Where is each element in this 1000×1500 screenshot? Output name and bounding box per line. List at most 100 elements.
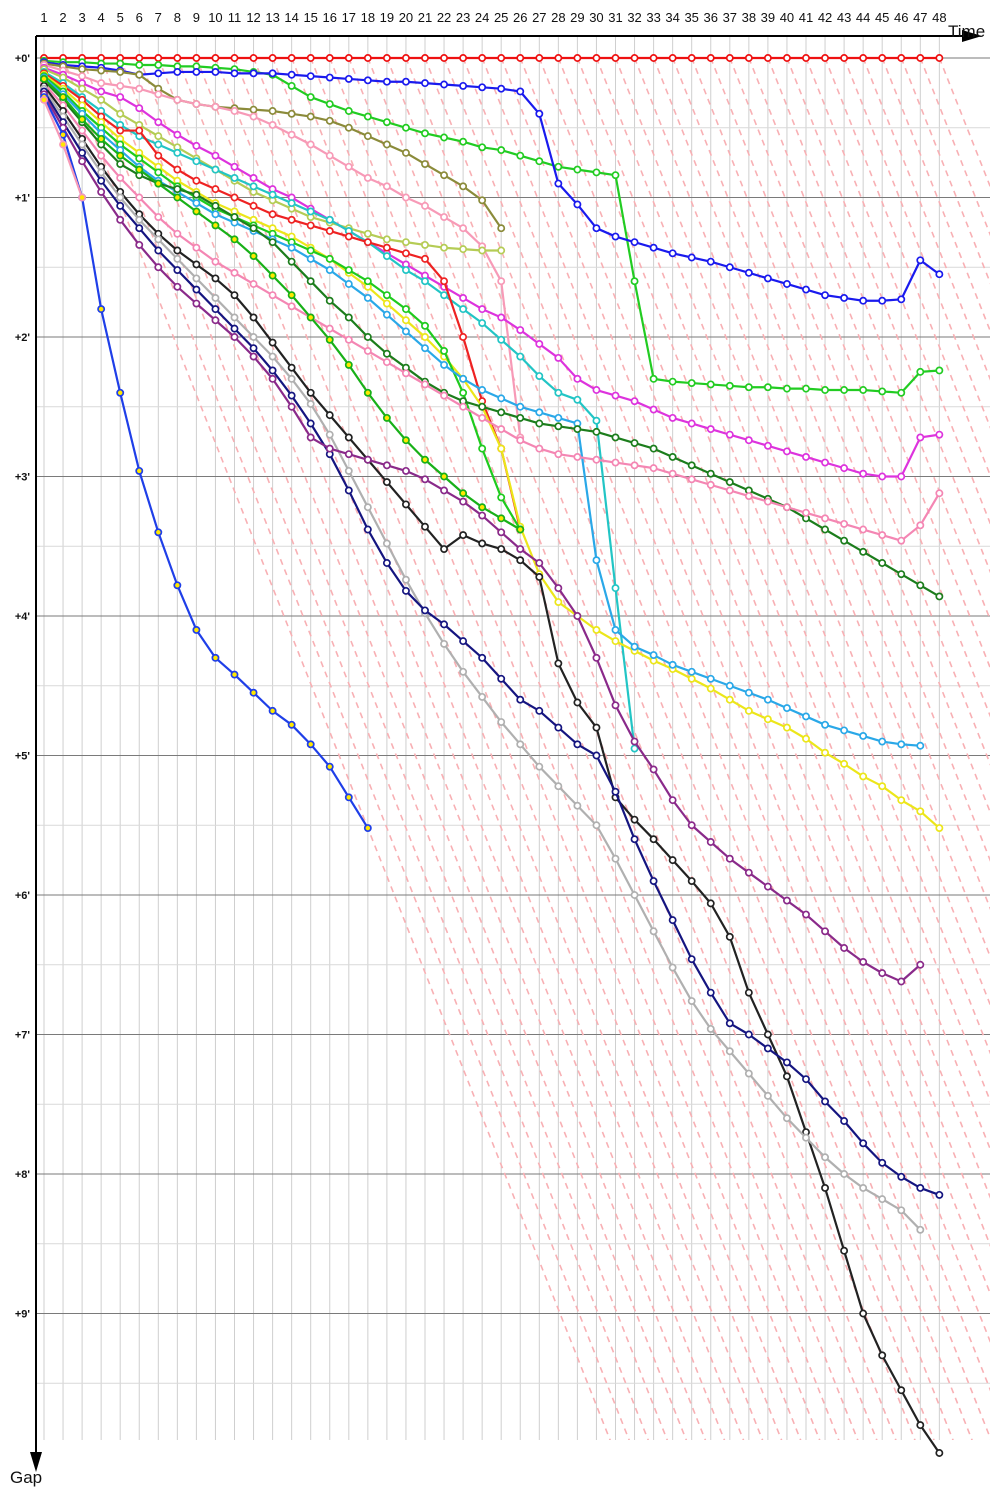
series-marker[interactable] <box>173 254 182 263</box>
series-marker[interactable] <box>192 299 201 308</box>
series-marker[interactable] <box>268 69 277 78</box>
series-marker[interactable] <box>668 660 677 669</box>
series-marker[interactable] <box>459 305 468 314</box>
series-marker[interactable] <box>268 374 277 383</box>
series-marker[interactable] <box>916 54 925 62</box>
series-marker[interactable] <box>497 718 506 726</box>
series-marker[interactable] <box>763 1044 772 1053</box>
series-marker[interactable] <box>554 54 563 62</box>
series-marker-flagged[interactable] <box>306 313 315 322</box>
series-marker[interactable] <box>116 174 125 182</box>
series-marker[interactable] <box>382 291 391 300</box>
series-marker[interactable] <box>97 79 106 88</box>
series-marker[interactable] <box>802 508 810 517</box>
series-marker[interactable] <box>440 213 448 221</box>
series-marker[interactable] <box>725 695 734 704</box>
series-marker[interactable] <box>325 444 334 453</box>
series-marker[interactable] <box>630 642 639 651</box>
series-marker[interactable] <box>287 109 296 118</box>
series-marker[interactable] <box>440 243 448 252</box>
series-marker[interactable] <box>173 95 182 104</box>
series-marker[interactable] <box>706 469 715 478</box>
series-marker[interactable] <box>573 200 582 209</box>
series-marker[interactable] <box>763 695 772 704</box>
series-marker[interactable] <box>554 162 563 171</box>
series-marker[interactable] <box>859 547 868 556</box>
series-marker[interactable] <box>268 366 277 375</box>
series-marker[interactable] <box>116 67 125 76</box>
series-marker[interactable] <box>154 140 163 149</box>
series-marker[interactable] <box>211 185 220 194</box>
series-marker[interactable] <box>859 296 868 305</box>
series-marker[interactable] <box>230 162 239 171</box>
series-marker[interactable] <box>268 190 277 199</box>
series-marker-flagged[interactable] <box>344 360 353 369</box>
series-marker[interactable] <box>668 54 677 62</box>
series-marker[interactable] <box>706 480 715 489</box>
series-marker[interactable] <box>687 877 696 886</box>
series-marker[interactable] <box>763 54 772 62</box>
series-marker[interactable] <box>840 54 849 62</box>
series-marker[interactable] <box>878 737 887 746</box>
series-marker[interactable] <box>402 123 410 132</box>
series-marker[interactable] <box>459 667 468 676</box>
series-marker-flagged[interactable] <box>287 291 296 300</box>
series-marker[interactable] <box>268 238 277 247</box>
series-marker[interactable] <box>497 528 506 537</box>
series-marker[interactable] <box>211 67 220 76</box>
series-marker[interactable] <box>78 140 87 149</box>
series-marker[interactable] <box>859 958 868 966</box>
series-marker[interactable] <box>725 932 734 941</box>
series-marker[interactable] <box>154 246 163 255</box>
series-marker[interactable] <box>554 598 563 607</box>
series-marker[interactable] <box>440 545 448 553</box>
series-marker[interactable] <box>916 960 925 969</box>
series-marker[interactable] <box>363 238 372 247</box>
series-marker[interactable] <box>668 413 677 422</box>
series-marker[interactable] <box>116 160 125 168</box>
series-marker[interactable] <box>630 835 639 844</box>
series-marker[interactable] <box>840 293 849 302</box>
series-marker[interactable] <box>363 455 372 464</box>
series-marker[interactable] <box>135 104 144 113</box>
series-marker[interactable] <box>687 997 696 1005</box>
series-marker[interactable] <box>611 637 620 646</box>
series-marker[interactable] <box>687 475 696 484</box>
series-marker[interactable] <box>249 224 258 233</box>
series-marker-flagged[interactable] <box>402 436 410 445</box>
series-marker[interactable] <box>878 1351 887 1360</box>
series-marker[interactable] <box>402 238 410 247</box>
series-marker[interactable] <box>649 765 658 774</box>
series-marker[interactable] <box>687 674 696 683</box>
series-marker[interactable] <box>344 280 353 288</box>
series-marker[interactable] <box>535 572 544 581</box>
series-marker-flagged[interactable] <box>268 706 277 715</box>
series-marker-flagged[interactable] <box>154 528 163 537</box>
series-marker[interactable] <box>173 266 182 274</box>
series-s-purple[interactable] <box>40 90 925 986</box>
series-s-pink-hot[interactable] <box>40 79 944 545</box>
series-marker[interactable] <box>535 408 544 417</box>
series-marker[interactable] <box>440 277 448 286</box>
series-marker[interactable] <box>706 54 715 62</box>
series-marker[interactable] <box>573 374 582 383</box>
series-marker[interactable] <box>363 112 372 121</box>
series-marker[interactable] <box>630 461 639 470</box>
series-marker-flagged[interactable] <box>40 74 48 83</box>
series-marker[interactable] <box>821 720 830 729</box>
series-marker[interactable] <box>783 447 791 456</box>
series-marker[interactable] <box>211 257 220 266</box>
series-marker[interactable] <box>154 61 163 69</box>
series-marker[interactable] <box>897 1386 906 1395</box>
series-marker[interactable] <box>935 366 944 375</box>
series-marker[interactable] <box>916 807 925 816</box>
series-marker[interactable] <box>783 1114 791 1123</box>
series-marker-flagged[interactable] <box>516 525 525 534</box>
series-marker[interactable] <box>897 1172 906 1181</box>
series-marker[interactable] <box>478 305 487 314</box>
series-marker[interactable] <box>440 639 448 648</box>
series-marker[interactable] <box>478 402 487 411</box>
series-marker[interactable] <box>783 280 791 288</box>
series-marker[interactable] <box>382 539 391 548</box>
series-marker[interactable] <box>382 461 391 470</box>
